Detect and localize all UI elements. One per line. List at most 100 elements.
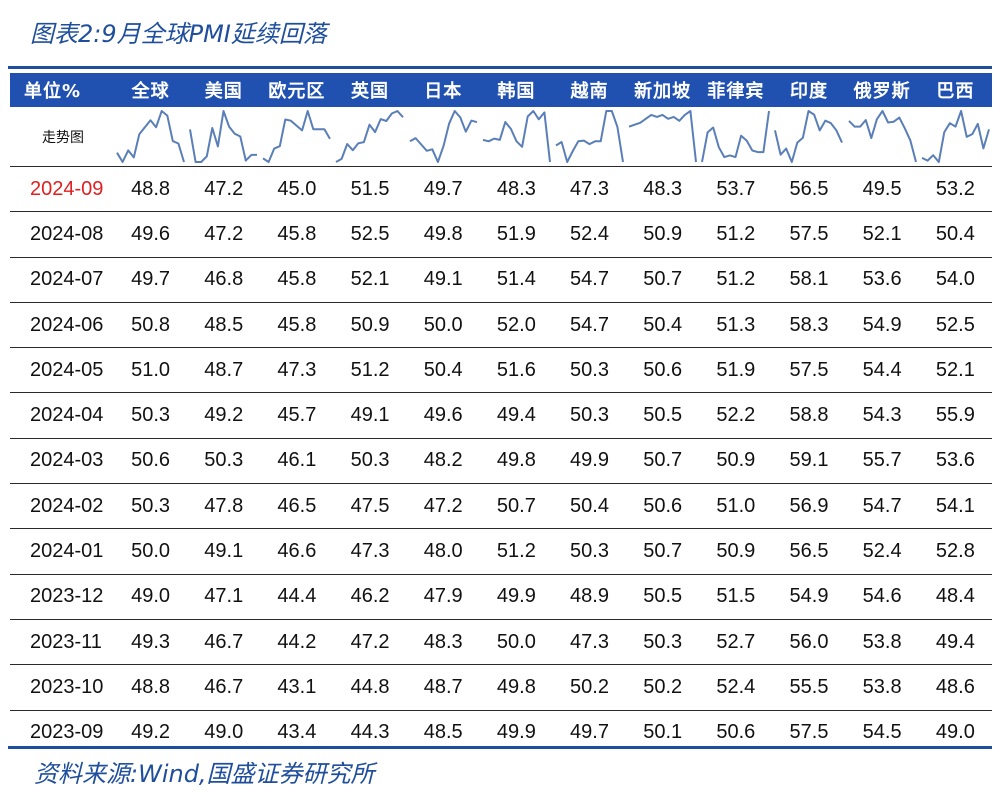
column-header-vietnam: 越南 bbox=[552, 73, 627, 107]
value-cell-india: 58.1 bbox=[772, 257, 846, 303]
column-header-india: 印度 bbox=[772, 73, 846, 107]
value-cell-india: 55.5 bbox=[772, 664, 846, 711]
month-cell: 2024-03 bbox=[10, 438, 114, 485]
table-row: 2024-01 50.0 49.1 46.6 47.3 48.0 51.2 50.3 50.7 5… bbox=[10, 528, 992, 575]
sparkline-philippines bbox=[701, 110, 771, 163]
value-cell-eurozone: 43.1 bbox=[260, 664, 334, 711]
value-cell-uk: 52.1 bbox=[333, 257, 407, 303]
value-cell-vietnam: 47.3 bbox=[552, 619, 627, 666]
value-cell-japan: 47.2 bbox=[406, 483, 480, 530]
sparkline-cell-philippines bbox=[699, 107, 773, 167]
sparkline-india bbox=[774, 110, 844, 163]
value-cell-vietnam: 50.3 bbox=[552, 392, 627, 439]
value-cell-brazil: 53.2 bbox=[918, 166, 992, 213]
value-cell-brazil: 49.0 bbox=[935, 721, 975, 744]
column-header-korea: 韩国 bbox=[479, 73, 553, 107]
value-cell-brazil: 48.6 bbox=[918, 664, 992, 711]
sparkline-cell-uk bbox=[333, 107, 407, 167]
value-cell-philippines: 51.0 bbox=[699, 483, 773, 530]
value-cell-eurozone: 43.4 bbox=[277, 721, 317, 744]
month-cell: 2024-01 bbox=[10, 528, 114, 575]
sparkline-line-global bbox=[116, 110, 185, 163]
sparkline-line-us bbox=[189, 110, 258, 163]
value-cell-japan: 47.9 bbox=[406, 574, 480, 620]
value-cell-global: 50.3 bbox=[114, 392, 188, 439]
value-cell-us: 48.7 bbox=[187, 347, 261, 394]
value-cell-singapore: 50.4 bbox=[626, 302, 700, 349]
value-cell-india: 57.5 bbox=[772, 347, 846, 394]
month-cell: 2024-06 bbox=[10, 302, 114, 349]
value-cell-eurozone: 46.5 bbox=[260, 483, 334, 530]
value-cell-global: 49.2 bbox=[131, 721, 171, 744]
column-header-global: 全球 bbox=[114, 73, 188, 107]
month-cell: 2023-11 bbox=[10, 619, 114, 666]
value-cell-uk: 51.5 bbox=[333, 166, 407, 213]
value-cell-singapore: 50.5 bbox=[626, 574, 700, 620]
value-cell-global: 50.0 bbox=[114, 528, 188, 575]
value-cell-global: 49.7 bbox=[114, 257, 188, 303]
value-cell-korea: 51.6 bbox=[479, 347, 553, 394]
month-cell: 2024-05 bbox=[10, 347, 114, 394]
value-cell-vietnam: 50.4 bbox=[552, 483, 627, 530]
sparkline-us bbox=[189, 110, 258, 163]
month-cell: 2023-09 bbox=[30, 721, 104, 744]
value-cell-singapore: 50.7 bbox=[626, 438, 700, 485]
table-row: 2024-04 50.3 49.2 45.7 49.1 49.6 49.4 50.3 50.5 5… bbox=[10, 392, 992, 439]
value-cell-japan: 50.4 bbox=[406, 347, 480, 394]
sparkline-cell-korea bbox=[479, 107, 553, 167]
month-cell: 2023-12 bbox=[10, 574, 114, 620]
sparkline-cell-singapore bbox=[626, 107, 700, 167]
value-cell-japan: 49.7 bbox=[406, 166, 480, 213]
value-cell-japan: 48.7 bbox=[406, 664, 480, 711]
value-cell-vietnam: 54.7 bbox=[552, 257, 627, 303]
value-cell-japan: 49.8 bbox=[406, 211, 480, 258]
month-cell: 2023-10 bbox=[10, 664, 114, 711]
value-cell-singapore: 50.5 bbox=[626, 392, 700, 439]
value-cell-uk: 47.2 bbox=[333, 619, 407, 666]
value-cell-uk: 44.8 bbox=[333, 664, 407, 711]
value-cell-philippines: 50.6 bbox=[716, 721, 756, 744]
value-cell-india: 58.3 bbox=[772, 302, 846, 349]
value-cell-japan: 50.0 bbox=[406, 302, 480, 349]
value-cell-uk: 47.5 bbox=[333, 483, 407, 530]
value-cell-india: 54.9 bbox=[772, 574, 846, 620]
value-cell-brazil: 52.8 bbox=[918, 528, 992, 575]
value-cell-us: 49.1 bbox=[187, 528, 261, 575]
value-cell-korea: 51.9 bbox=[479, 211, 553, 258]
sparkline-cell-brazil bbox=[918, 107, 992, 167]
value-cell-us: 46.7 bbox=[187, 664, 261, 711]
value-cell-us: 50.3 bbox=[187, 438, 261, 485]
column-header-philippines: 菲律宾 bbox=[699, 73, 773, 107]
value-cell-us: 48.5 bbox=[187, 302, 261, 349]
value-cell-eurozone: 46.1 bbox=[260, 438, 334, 485]
value-cell-global: 49.6 bbox=[114, 211, 188, 258]
value-cell-brazil: 48.4 bbox=[918, 574, 992, 620]
value-cell-vietnam: 50.3 bbox=[552, 528, 627, 575]
value-cell-russia: 52.4 bbox=[845, 528, 919, 575]
value-cell-global: 50.6 bbox=[114, 438, 188, 485]
value-cell-uk: 47.3 bbox=[333, 528, 407, 575]
value-cell-vietnam: 49.9 bbox=[552, 438, 627, 485]
value-cell-korea: 49.9 bbox=[479, 574, 553, 620]
value-cell-india: 59.1 bbox=[772, 438, 846, 485]
value-cell-vietnam: 50.3 bbox=[552, 347, 627, 394]
sparkline-label: 走势图 bbox=[10, 107, 114, 167]
sparkline-vietnam bbox=[555, 110, 624, 163]
value-cell-us: 49.2 bbox=[187, 392, 261, 439]
value-cell-philippines: 50.9 bbox=[699, 528, 773, 575]
value-cell-brazil: 52.1 bbox=[918, 347, 992, 394]
bottom-rule bbox=[8, 746, 992, 749]
value-cell-russia: 54.7 bbox=[845, 483, 919, 530]
value-cell-russia: 54.4 bbox=[845, 347, 919, 394]
value-cell-japan: 49.6 bbox=[406, 392, 480, 439]
value-cell-japan: 49.1 bbox=[406, 257, 480, 303]
table-row: 2024-07 49.7 46.8 45.8 52.1 49.1 51.4 54.7 50.7 5… bbox=[10, 257, 992, 303]
sparkline-singapore bbox=[628, 110, 698, 163]
value-cell-india: 56.9 bbox=[772, 483, 846, 530]
sparkline-line-brazil bbox=[921, 110, 990, 163]
table-row: 2024-03 50.6 50.3 46.1 50.3 48.2 49.8 49.9 50.7 5… bbox=[10, 438, 992, 485]
value-cell-brazil: 52.5 bbox=[918, 302, 992, 349]
month-cell: 2024-08 bbox=[10, 211, 114, 258]
value-cell-uk: 46.2 bbox=[333, 574, 407, 620]
table-row: 2024-09 48.8 47.2 45.0 51.5 49.7 48.3 47.3 48.3 5… bbox=[10, 166, 992, 213]
